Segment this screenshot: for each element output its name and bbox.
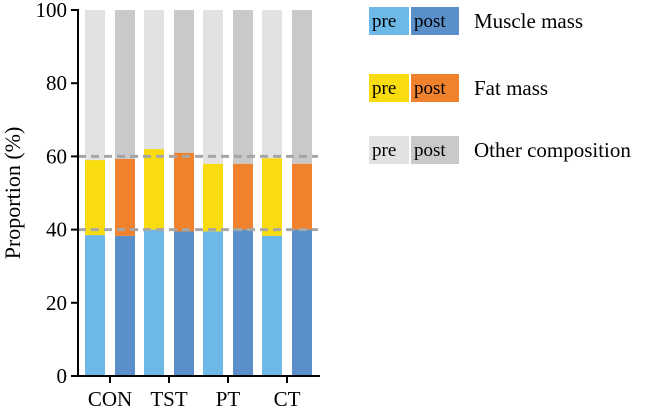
- y-tick-label-40: 40: [46, 218, 67, 242]
- legend-post-label-0: post: [414, 11, 446, 32]
- legend-post-label-1: post: [414, 78, 446, 99]
- legend-pre-label-2: pre: [372, 140, 396, 161]
- bar-pt-post-fat-mass: [233, 163, 253, 230]
- bar-con-pre-muscle-mass: [85, 235, 105, 376]
- bar-pt-pre-muscle-mass: [203, 231, 223, 376]
- legend-swatch-post-2: [411, 136, 459, 164]
- x-axis: CON TST PT CT: [77, 375, 320, 411]
- bar-con-pre-other-composition: [85, 10, 105, 161]
- bar-ct-post-muscle-mass: [292, 229, 312, 376]
- bar-ct-pre-muscle-mass: [262, 235, 282, 376]
- legend-post-label-2: post: [414, 140, 446, 161]
- bar-tst-pre-muscle-mass: [144, 229, 164, 376]
- bar-con-post-other-composition: [115, 10, 135, 159]
- bar-tst-post-other-composition: [174, 10, 194, 153]
- legend-swatch-pre-1: [369, 74, 409, 102]
- bar-pt-post-other-composition: [233, 10, 253, 164]
- legend-pre-label-0: pre: [372, 11, 396, 32]
- legend-entry-other-composition: Other composition: [474, 138, 631, 162]
- bar-ct-post-other-composition: [292, 10, 312, 164]
- legend-swatch-post-1: [411, 74, 459, 102]
- x-tick-label-pt: PT: [216, 387, 241, 411]
- legend-entry-fat-mass: Fat mass: [474, 76, 548, 100]
- bar-pt-pre-fat-mass: [203, 163, 223, 232]
- bar-ct-post-fat-mass: [292, 163, 312, 230]
- reference-lines: [78, 154, 318, 232]
- bar-tst-pre-fat-mass: [144, 149, 164, 230]
- x-tick-label-con: CON: [88, 387, 132, 411]
- bar-ct-pre-other-composition: [262, 10, 282, 159]
- legend-swatch-pre-0: [369, 7, 409, 35]
- bars: [85, 10, 312, 376]
- bar-tst-post-fat-mass: [174, 152, 194, 232]
- bar-con-post-fat-mass: [115, 158, 135, 236]
- x-tick-label-tst: TST: [150, 387, 188, 411]
- y-axis: 0 20 40 60 80 100 Proportion (%): [0, 0, 79, 388]
- y-tick-label-100: 100: [36, 0, 68, 22]
- bar-con-pre-fat-mass: [85, 160, 105, 236]
- bar-con-post-muscle-mass: [115, 235, 135, 376]
- bar-tst-pre-other-composition: [144, 10, 164, 150]
- bar-pt-pre-other-composition: [203, 10, 223, 164]
- y-tick-label-60: 60: [46, 144, 67, 168]
- bar-ct-pre-fat-mass: [262, 158, 282, 236]
- x-tick-label-ct: CT: [274, 387, 301, 411]
- y-tick-label-0: 0: [57, 364, 68, 388]
- legend-entry-muscle-mass: Muscle mass: [474, 9, 583, 33]
- legend-swatch-post-0: [411, 7, 459, 35]
- y-tick-label-80: 80: [46, 71, 67, 95]
- legend-pre-label-1: pre: [372, 78, 396, 99]
- bar-pt-post-muscle-mass: [233, 229, 253, 376]
- y-tick-label-20: 20: [46, 291, 67, 315]
- y-axis-label: Proportion (%): [0, 127, 25, 260]
- bar-tst-post-muscle-mass: [174, 231, 194, 376]
- legend-swatch-pre-2: [369, 136, 409, 164]
